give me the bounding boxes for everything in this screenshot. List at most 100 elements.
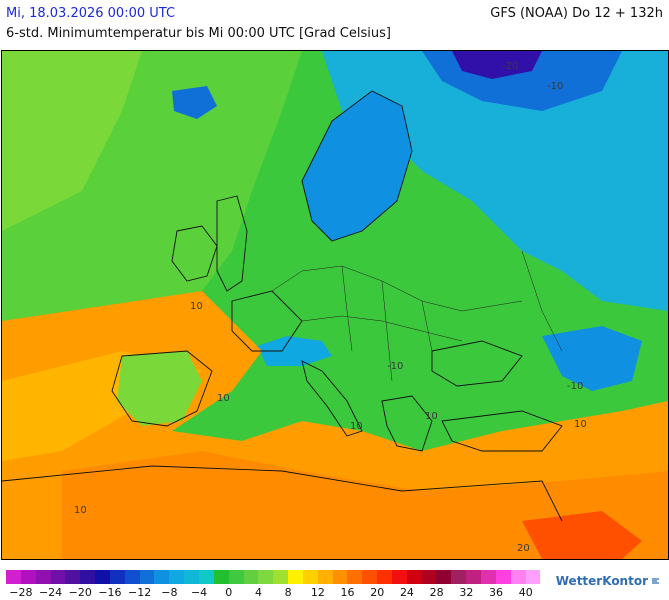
legend-swatch: [302, 570, 318, 584]
contour-label: 10: [190, 301, 203, 312]
contour-label: 10: [425, 411, 438, 422]
legend-tick-label: 40: [518, 586, 533, 599]
border-line-germany-east: [341, 265, 353, 352]
legend-swatch: [243, 570, 259, 584]
legend-swatch: [198, 570, 214, 584]
coastline-iberia: [111, 350, 213, 427]
legend-swatch: [362, 570, 378, 584]
legend-swatch: [332, 570, 348, 584]
contour-labels: -20 -10 10 -10 10 10 10 -10 10 20 10: [74, 61, 587, 554]
temperature-zone-scandinavia: [302, 91, 412, 241]
color-legend: −28 −24 −20 −16 −12 −8 −4 0 4 8 12 16 20 24 28 32 36 40: [6, 570, 546, 600]
legend-swatch: [391, 570, 407, 584]
coastline-scandinavia: [301, 90, 413, 242]
legend-swatch: [451, 570, 467, 584]
legend-tick-label: −4: [190, 586, 208, 599]
legend-tick-label: −24: [38, 586, 63, 599]
contour-label: 10: [350, 421, 363, 432]
wind-icon: [652, 578, 659, 584]
legend-swatch: [421, 570, 437, 584]
legend-swatch: [213, 570, 229, 584]
coastline-italy: [301, 360, 363, 437]
legend-tick-label: 20: [370, 586, 385, 599]
legend-swatch: [525, 570, 541, 584]
legend-swatch: [510, 570, 526, 584]
legend-swatch: [288, 570, 303, 584]
legend-swatch: [377, 570, 392, 584]
contour-label: -20: [502, 61, 518, 72]
legend-tick-label: 24: [399, 586, 414, 599]
legend-swatch: [154, 570, 170, 584]
parameter-description: 6-std. Minimumtemperatur bis Mi 00:00 UT…: [6, 26, 391, 41]
legend-swatch: [273, 570, 289, 584]
brand-name: WetterKontor: [555, 574, 648, 588]
legend-swatch: [65, 570, 81, 584]
temperature-zone-russia: [322, 51, 668, 311]
forecast-date: Mi, 18.03.2026 00:00 UTC: [6, 6, 176, 21]
coastline-turkey: [441, 410, 563, 452]
legend-tick-label: 32: [459, 586, 474, 599]
temperature-map[interactable]: -20 -10 10 -10 10 10 10 -10 10 20 10: [1, 50, 669, 560]
coastlines: [2, 90, 563, 522]
legend-swatch: [50, 570, 66, 584]
legend-tick-label: 4: [254, 586, 262, 599]
coastline-british-isles: [171, 225, 218, 282]
contour-label: 20: [517, 543, 530, 554]
legend-swatch: [6, 570, 21, 584]
temperature-zone-arctic-core: [452, 51, 542, 79]
contour-label: 10: [574, 419, 587, 430]
legend-swatch: [95, 570, 110, 584]
legend-swatch: [466, 570, 481, 584]
contour-label: -10: [387, 361, 403, 372]
legend-color-bar: [6, 570, 546, 584]
legend-swatch: [80, 570, 96, 584]
legend-tick-label: −28: [9, 586, 33, 599]
temperature-zone-caucasus: [542, 326, 642, 391]
legend-swatch: [228, 570, 244, 584]
coastline-great-britain: [216, 195, 248, 292]
legend-tick-labels: −28 −24 −20 −16 −12 −8 −4 0 4 8 12 16 20 24 28 32 36 40: [6, 586, 546, 600]
coastline-black-sea: [431, 340, 523, 387]
coastline-balkans: [381, 395, 433, 452]
contour-label: 10: [74, 505, 87, 516]
legend-swatch: [124, 570, 140, 584]
legend-tick-label: −16: [98, 586, 122, 599]
border-line-south-central: [301, 315, 463, 342]
contour-label: 10: [217, 393, 230, 404]
contour-label: -10: [567, 381, 583, 392]
legend-tick-label: 12: [310, 586, 325, 599]
legend-tick-label: 28: [429, 586, 444, 599]
legend-swatch: [35, 570, 51, 584]
legend-swatch: [169, 570, 185, 584]
legend-tick-label: −12: [128, 586, 152, 599]
map-canvas: -20 -10 10 -10 10 10 10 -10 10 20 10: [2, 51, 668, 559]
model-run-label: GFS (NOAA) Do 12 + 132h: [490, 6, 663, 21]
border-line-russia-west: [521, 250, 563, 352]
temperature-zone-iceland: [172, 86, 217, 119]
border-line-poland-east: [381, 280, 393, 382]
legend-swatch: [495, 570, 511, 584]
legend-swatch: [317, 570, 333, 584]
legend-swatch: [406, 570, 422, 584]
temperature-zone-alps: [257, 336, 332, 366]
legend-swatch: [436, 570, 452, 584]
legend-swatch: [481, 570, 496, 584]
legend-swatch: [184, 570, 199, 584]
legend-swatch: [109, 570, 125, 584]
temperature-zone-hot-east: [522, 511, 642, 559]
legend-swatch: [258, 570, 274, 584]
legend-tick-label: 16: [340, 586, 355, 599]
contour-label: -10: [547, 81, 563, 92]
coastline-north-africa: [2, 465, 563, 522]
temperature-zone-atlantic-west: [2, 51, 142, 231]
legend-swatch: [20, 570, 36, 584]
legend-swatch: [347, 570, 363, 584]
border-line-ukraine-west: [421, 300, 433, 352]
legend-tick-label: −8: [161, 586, 178, 599]
temperature-zone-sahara: [62, 451, 668, 559]
legend-tick-label: 0: [225, 586, 233, 599]
country-borders: [271, 250, 563, 382]
legend-tick-label: 8: [284, 586, 292, 599]
brand-logo[interactable]: WetterKontor: [556, 574, 661, 588]
temperature-zone-iberia: [117, 351, 202, 426]
